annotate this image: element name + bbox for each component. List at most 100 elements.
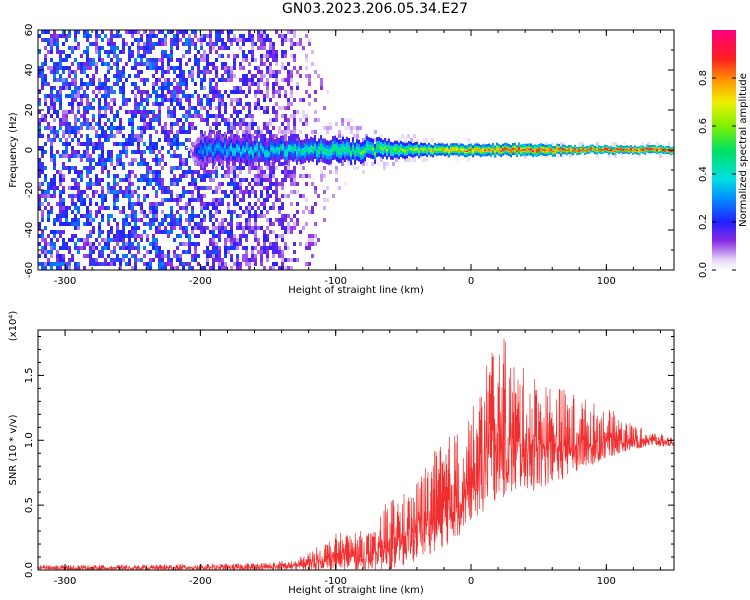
- spectrogram-cell: [263, 230, 266, 234]
- spectrogram-cell: [176, 98, 179, 102]
- spectrogram-cell: [110, 150, 113, 154]
- spectrogram-cell: [128, 190, 131, 194]
- spectrogram-cell: [110, 86, 113, 90]
- spectrogram-cell: [257, 70, 260, 74]
- spectrogram-ridge-cell: [302, 150, 304, 154]
- spectrogram-cell: [179, 174, 182, 178]
- spectrogram-cell: [140, 178, 143, 182]
- spectrogram-ridge-cell: [648, 148, 650, 150]
- spectrogram-cell: [71, 254, 74, 258]
- spectrogram-cell: [68, 238, 71, 242]
- spectrogram-cell: [95, 62, 98, 66]
- spectrogram-cell: [254, 258, 257, 262]
- spectrogram-cell: [44, 190, 47, 194]
- spectrogram-cell: [86, 38, 89, 42]
- spectrogram-cell: [236, 246, 239, 250]
- spectrogram-cell: [56, 78, 59, 82]
- spectrogram-ridge-cell: [330, 150, 332, 154]
- spectrogram-cell: [50, 206, 53, 210]
- spectrogram-cell: [275, 262, 278, 266]
- spectrogram-cell: [89, 166, 92, 170]
- spectrogram-cell: [47, 106, 50, 110]
- spectrogram-cell: [245, 74, 248, 78]
- spectrogram-cell: [248, 218, 251, 222]
- spectrogram-cell: [281, 86, 284, 90]
- spectrogram-cell: [287, 194, 290, 198]
- spectrogram-cell: [74, 246, 77, 250]
- spectrogram-ridge-cell: [392, 149, 394, 153]
- spectrogram-ridge-cell: [514, 148, 516, 150]
- spectrogram-cell: [62, 222, 65, 226]
- spectrogram-cell: [167, 110, 170, 114]
- spectrogram-cell: [98, 106, 101, 110]
- spectrogram-cell: [86, 242, 89, 246]
- spectrogram-cell: [158, 174, 161, 178]
- spectrogram-cell: [194, 182, 197, 186]
- spectrogram-cell: [278, 34, 281, 38]
- spectrogram-cell: [77, 46, 80, 50]
- spectrogram-cell: [230, 90, 233, 94]
- spectrogram-cell: [308, 262, 311, 266]
- spectrogram-cell: [284, 130, 287, 134]
- spectrogram-cell: [197, 98, 200, 102]
- spectrogram-cell: [110, 158, 113, 162]
- spectrogram-cell: [179, 158, 182, 162]
- spectrogram-cell: [65, 218, 68, 222]
- spectrogram-cell: [113, 250, 116, 254]
- spectrogram-cell: [179, 98, 182, 102]
- spectrogram-cell: [50, 178, 53, 182]
- spectrogram-cell: [218, 110, 221, 114]
- spectrogram-cell: [254, 90, 257, 94]
- spectrogram-cell: [83, 154, 86, 158]
- spectrogram-cell: [179, 78, 182, 82]
- spectrogram-cell: [287, 118, 290, 122]
- spectrogram-cell: [92, 258, 95, 262]
- spectrogram-cell: [170, 122, 173, 126]
- spectrogram-cell: [233, 178, 236, 182]
- spectrogram-cell: [362, 162, 365, 166]
- spectrogram-cell: [281, 38, 284, 42]
- spectrogram-ridge-cell: [558, 148, 560, 150]
- spectrogram-cell: [191, 174, 194, 178]
- spectrogram-cell: [77, 238, 80, 242]
- spectrogram-cell: [245, 114, 248, 118]
- spectrogram-cell: [53, 126, 56, 130]
- spectrogram-cell: [269, 54, 272, 58]
- spectrogram-cell: [149, 42, 152, 46]
- spectrogram-cell: [122, 206, 125, 210]
- spectrogram-cell: [104, 110, 107, 114]
- spectrogram-cell: [218, 162, 221, 166]
- spectrogram-cell: [47, 42, 50, 46]
- spectrogram-cell: [359, 126, 362, 130]
- spectrogram-cell: [173, 154, 176, 158]
- spectrogram-cell: [164, 230, 167, 234]
- spectrogram-cell: [62, 206, 65, 210]
- spectrogram-cell: [245, 158, 248, 162]
- spectrogram-cell: [215, 94, 218, 98]
- spectrogram-cell: [137, 90, 140, 94]
- spectrogram-cell: [293, 130, 296, 134]
- spectrogram-cell: [125, 214, 128, 218]
- spectrogram-cell: [221, 166, 224, 170]
- spectrogram-cell: [152, 62, 155, 66]
- spectrogram-cell: [59, 182, 62, 186]
- spectrogram-cell: [293, 178, 296, 182]
- spectrogram-cell: [98, 46, 101, 50]
- spectrogram-cell: [101, 30, 104, 34]
- spectrogram-cell: [218, 226, 221, 230]
- spectrogram-cell: [86, 46, 89, 50]
- spectrogram-cell: [59, 202, 62, 206]
- spectrogram-cell: [110, 250, 113, 254]
- spectrogram-cell: [86, 102, 89, 106]
- spectrogram-ridge-cell: [326, 150, 328, 154]
- spectrogram-cell: [212, 66, 215, 70]
- spectrogram-cell: [647, 142, 650, 146]
- spectrogram-cell: [413, 134, 416, 138]
- spectrogram-cell: [272, 54, 275, 58]
- spectrogram-cell: [116, 174, 119, 178]
- spectrogram-cell: [140, 158, 143, 162]
- spectrogram-cell: [101, 170, 104, 174]
- spectrogram-cell: [197, 214, 200, 218]
- spectrogram-cell: [239, 170, 242, 174]
- spectrogram-cell: [71, 130, 74, 134]
